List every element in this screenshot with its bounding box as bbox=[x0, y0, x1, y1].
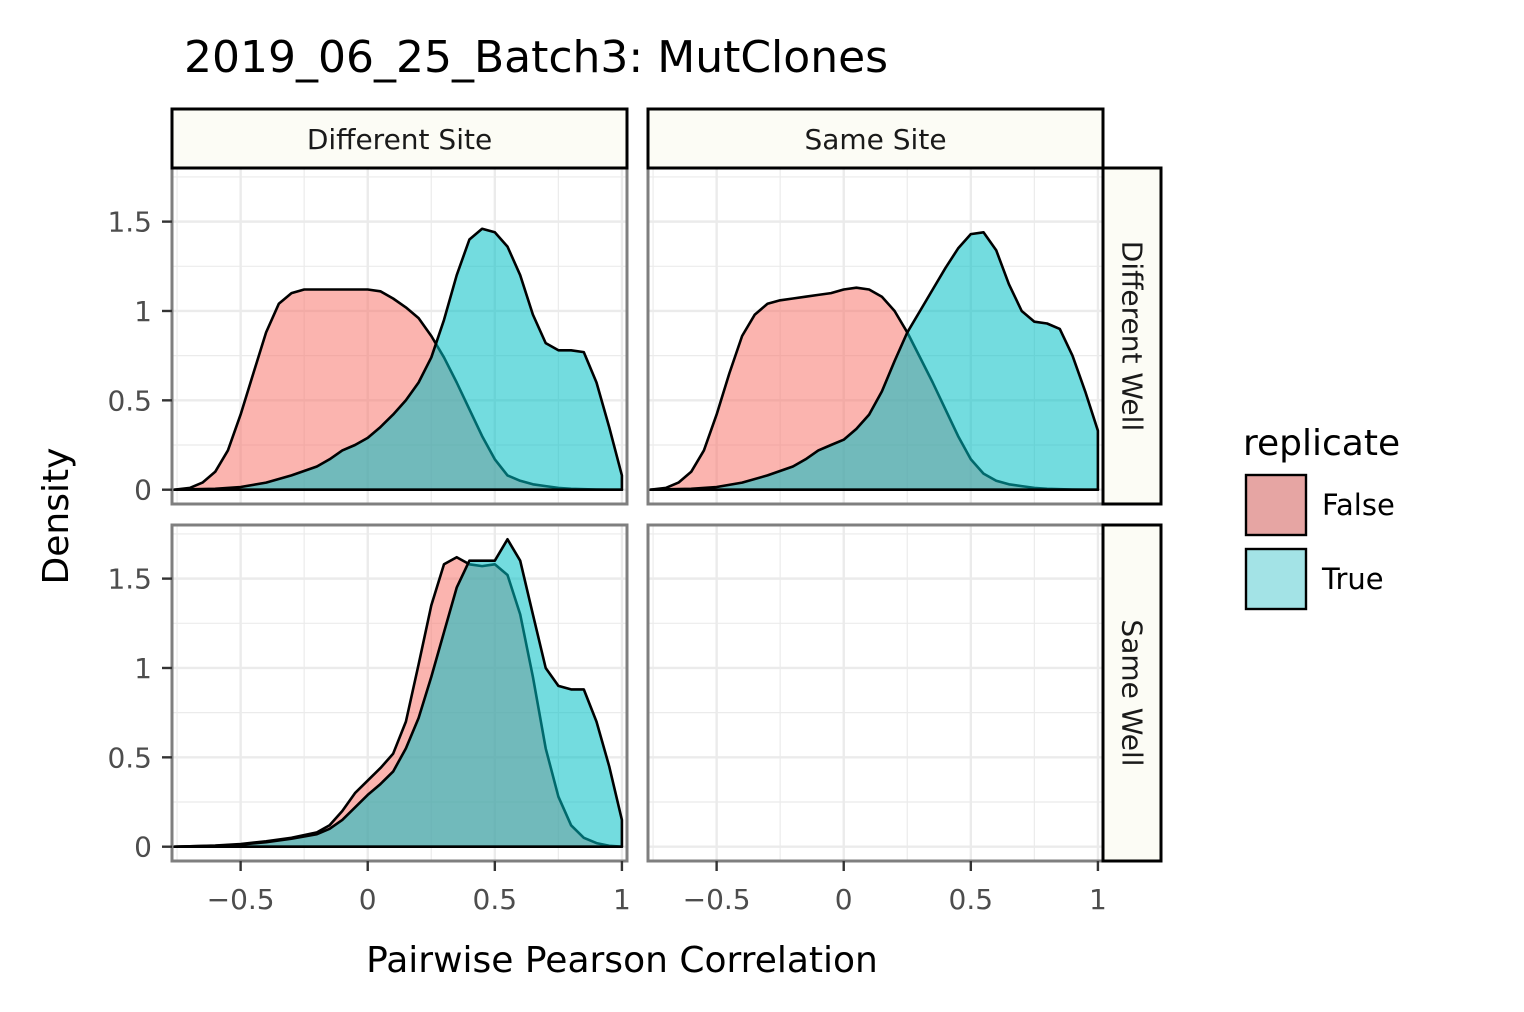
strip-background bbox=[646, 107, 1105, 170]
x-tick-label: 0.5 bbox=[473, 883, 518, 916]
y-tick-label: 0 bbox=[134, 474, 152, 507]
chart-title: 2019_06_25_Batch3: MutClones bbox=[184, 32, 888, 83]
strip-background bbox=[1101, 166, 1163, 506]
y-tick-label: 0 bbox=[134, 831, 152, 864]
y-tick-label: 1.5 bbox=[107, 563, 152, 596]
strip-background bbox=[1101, 523, 1163, 863]
legend-label: True bbox=[1321, 562, 1384, 596]
row-strip: Different Well bbox=[1101, 166, 1163, 506]
x-tick-label: 0 bbox=[359, 883, 377, 916]
strip-background bbox=[170, 107, 629, 170]
density-area-true bbox=[173, 538, 624, 848]
density-area-true bbox=[173, 227, 624, 491]
legend: replicate False True bbox=[1243, 423, 1400, 611]
y-tick-label: 0.5 bbox=[107, 384, 152, 417]
x-tick-label: 0.5 bbox=[949, 883, 994, 916]
density-area-true bbox=[649, 231, 1100, 491]
panel-1-1 bbox=[646, 523, 1105, 863]
y-tick-label: 1.5 bbox=[107, 206, 152, 239]
facet-strips: Different Site Same Site Different Well Sam… bbox=[170, 107, 1163, 863]
column-strip-label: Same Site bbox=[804, 123, 946, 156]
legend-key bbox=[1244, 473, 1308, 537]
facet-panels bbox=[170, 166, 1105, 863]
panel-background bbox=[648, 525, 1103, 861]
legend-key bbox=[1244, 547, 1308, 611]
row-strip: Same Well bbox=[1101, 523, 1163, 863]
y-axis-title: Density bbox=[36, 448, 77, 585]
panel-1-0 bbox=[170, 523, 629, 863]
legend-entry-true: True bbox=[1244, 547, 1384, 611]
column-strip: Same Site bbox=[646, 107, 1105, 170]
x-tick-label: −0.5 bbox=[683, 883, 751, 916]
y-tick-label: 1 bbox=[134, 652, 152, 685]
x-tick-label: 1 bbox=[613, 883, 631, 916]
legend-entry-false: False bbox=[1244, 473, 1395, 537]
x-tick-label: −0.5 bbox=[207, 883, 275, 916]
y-tick-label: 0.5 bbox=[107, 741, 152, 774]
x-tick-label: 0 bbox=[835, 883, 853, 916]
column-strip-label: Different Site bbox=[307, 123, 492, 156]
x-axis-title: Pairwise Pearson Correlation bbox=[366, 940, 878, 981]
axes: 0 0.5 1 1.5 0 0.5 1 1.5 −0.5 0 0.5 1 −0.5 0 0.5 1 bbox=[107, 206, 1106, 916]
row-strip-label: Different Well bbox=[1116, 241, 1149, 431]
x-tick-label: 1 bbox=[1089, 883, 1107, 916]
legend-title: replicate bbox=[1243, 423, 1400, 464]
panel-0-0 bbox=[170, 166, 629, 506]
row-strip-label: Same Well bbox=[1116, 619, 1149, 766]
panel-0-1 bbox=[646, 166, 1105, 506]
panel-border bbox=[170, 523, 629, 863]
column-strip: Different Site bbox=[170, 107, 629, 170]
y-tick-label: 1 bbox=[134, 295, 152, 328]
legend-label: False bbox=[1322, 488, 1395, 522]
